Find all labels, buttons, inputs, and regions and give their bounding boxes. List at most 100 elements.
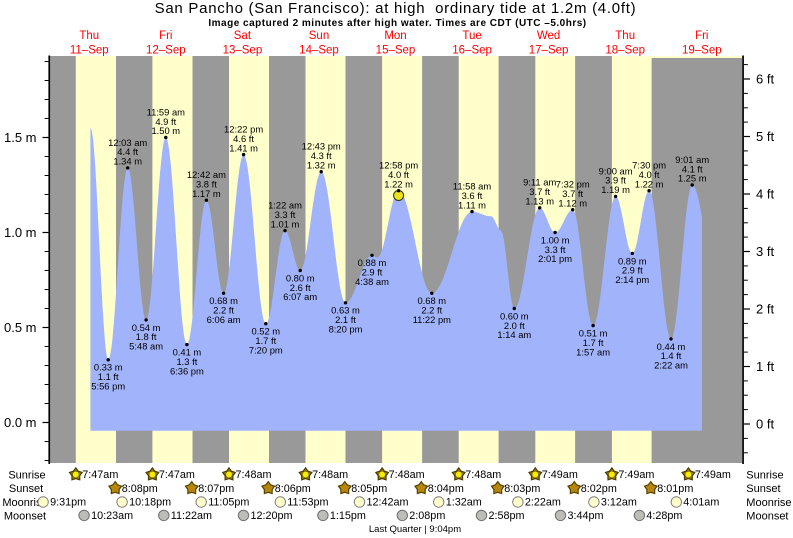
svg-text:18–Sep: 18–Sep xyxy=(605,44,645,56)
svg-text:7:48am: 7:48am xyxy=(389,469,425,481)
svg-text:4.3 ft: 4.3 ft xyxy=(311,150,332,161)
svg-text:0.41 m: 0.41 m xyxy=(173,347,202,358)
svg-text:12:03 am: 12:03 am xyxy=(108,137,147,148)
svg-text:Moonrise: Moonrise xyxy=(2,497,47,509)
svg-text:4.6 ft: 4.6 ft xyxy=(233,133,254,144)
svg-text:0.52 m: 0.52 m xyxy=(251,326,280,337)
svg-text:1.5 m: 1.5 m xyxy=(4,130,37,145)
svg-text:8:05pm: 8:05pm xyxy=(351,483,387,495)
svg-text:Last Quarter | 9:04pm: Last Quarter | 9:04pm xyxy=(369,524,461,535)
svg-text:8:04pm: 8:04pm xyxy=(428,483,464,495)
svg-text:1:14 am: 1:14 am xyxy=(497,329,531,340)
svg-text:5:56 pm: 5:56 pm xyxy=(91,381,125,392)
svg-text:8:06pm: 8:06pm xyxy=(275,483,311,495)
svg-text:2:14 pm: 2:14 pm xyxy=(615,274,649,285)
svg-text:0.68 m: 0.68 m xyxy=(209,295,238,306)
svg-text:5 ft: 5 ft xyxy=(756,129,774,144)
svg-text:1.32 m: 1.32 m xyxy=(307,159,336,170)
svg-text:2:22 am: 2:22 am xyxy=(654,360,688,371)
svg-text:9:31pm: 9:31pm xyxy=(50,497,86,509)
svg-text:3:12am: 3:12am xyxy=(601,497,637,509)
svg-text:13–Sep: 13–Sep xyxy=(223,44,263,56)
svg-text:San Pancho (San Francisco): at: San Pancho (San Francisco): at high ordi… xyxy=(155,0,637,17)
svg-text:11:59 am: 11:59 am xyxy=(147,106,186,117)
svg-text:7:48am: 7:48am xyxy=(236,469,272,481)
svg-text:1.50 m: 1.50 m xyxy=(151,125,180,136)
svg-text:Image captured 2 minutes after: Image captured 2 minutes after high wate… xyxy=(208,18,586,29)
svg-text:10:23am: 10:23am xyxy=(91,510,133,522)
svg-text:7:32 pm: 7:32 pm xyxy=(556,179,590,190)
svg-text:8:07pm: 8:07pm xyxy=(198,483,234,495)
svg-text:15–Sep: 15–Sep xyxy=(376,44,416,56)
svg-text:2:58pm: 2:58pm xyxy=(489,510,525,522)
svg-text:19–Sep: 19–Sep xyxy=(682,44,722,56)
svg-text:6:36 pm: 6:36 pm xyxy=(170,365,204,376)
svg-text:0 ft: 0 ft xyxy=(756,417,774,432)
svg-text:1.34 m: 1.34 m xyxy=(113,156,142,167)
svg-text:1:32am: 1:32am xyxy=(446,497,482,509)
svg-text:12–Sep: 12–Sep xyxy=(146,44,186,56)
svg-text:1.1 ft: 1.1 ft xyxy=(98,371,119,382)
svg-text:0.68 m: 0.68 m xyxy=(417,295,446,306)
svg-text:0.5 m: 0.5 m xyxy=(4,320,37,335)
svg-text:Moonset: Moonset xyxy=(746,510,788,522)
svg-text:Fri: Fri xyxy=(695,30,708,42)
svg-text:1.41 m: 1.41 m xyxy=(229,142,258,153)
svg-text:2:01 pm: 2:01 pm xyxy=(538,253,572,264)
svg-text:2 ft: 2 ft xyxy=(756,302,774,317)
svg-text:8:08pm: 8:08pm xyxy=(122,483,158,495)
svg-text:3.8 ft: 3.8 ft xyxy=(196,179,217,190)
svg-text:3.6 ft: 3.6 ft xyxy=(462,190,483,201)
svg-text:14–Sep: 14–Sep xyxy=(299,44,339,56)
svg-text:Sat: Sat xyxy=(234,30,252,42)
svg-text:Sunset: Sunset xyxy=(9,483,43,495)
svg-text:0.88 m: 0.88 m xyxy=(358,257,387,268)
svg-text:0.44 m: 0.44 m xyxy=(657,341,686,352)
svg-text:Thu: Thu xyxy=(79,30,99,42)
svg-text:2.0 ft: 2.0 ft xyxy=(504,320,525,331)
svg-text:4:38 am: 4:38 am xyxy=(355,276,389,287)
svg-text:12:22 pm: 12:22 pm xyxy=(224,124,263,135)
svg-text:1.13 m: 1.13 m xyxy=(525,196,554,207)
svg-text:3:44pm: 3:44pm xyxy=(568,510,604,522)
svg-text:8:20 pm: 8:20 pm xyxy=(329,324,363,335)
svg-text:17–Sep: 17–Sep xyxy=(529,44,569,56)
svg-text:7:47am: 7:47am xyxy=(82,469,118,481)
svg-text:1.7 ft: 1.7 ft xyxy=(583,337,604,348)
svg-text:0.51 m: 0.51 m xyxy=(579,328,608,339)
svg-text:0.0 m: 0.0 m xyxy=(4,415,37,430)
svg-text:4.0 ft: 4.0 ft xyxy=(639,169,660,180)
svg-text:8:01pm: 8:01pm xyxy=(657,483,693,495)
svg-text:1.22 m: 1.22 m xyxy=(384,178,413,189)
svg-text:Sunset: Sunset xyxy=(746,483,780,495)
svg-text:11:05pm: 11:05pm xyxy=(208,497,249,509)
svg-text:8:03pm: 8:03pm xyxy=(504,483,540,495)
svg-text:2.2 ft: 2.2 ft xyxy=(421,305,442,316)
svg-text:5:48 am: 5:48 am xyxy=(129,341,163,352)
svg-text:3.7 ft: 3.7 ft xyxy=(529,186,550,197)
svg-text:1.12 m: 1.12 m xyxy=(558,197,587,208)
svg-text:11:58 am: 11:58 am xyxy=(453,181,492,192)
svg-text:1:57 am: 1:57 am xyxy=(576,346,610,357)
svg-text:1:22 am: 1:22 am xyxy=(268,200,302,211)
svg-text:3.3 ft: 3.3 ft xyxy=(545,244,566,255)
svg-text:0.60 m: 0.60 m xyxy=(500,310,529,321)
svg-text:0.33 m: 0.33 m xyxy=(94,362,123,373)
svg-text:Moonset: Moonset xyxy=(4,510,46,522)
svg-text:3 ft: 3 ft xyxy=(756,244,774,259)
svg-text:12:42am: 12:42am xyxy=(367,497,409,509)
svg-text:11:22am: 11:22am xyxy=(171,510,212,522)
svg-text:Tue: Tue xyxy=(462,30,481,42)
svg-text:9:11 am: 9:11 am xyxy=(523,177,556,188)
svg-text:11:22 pm: 11:22 pm xyxy=(413,314,452,325)
svg-text:7:48am: 7:48am xyxy=(465,469,501,481)
svg-text:1.3 ft: 1.3 ft xyxy=(176,356,197,367)
svg-text:Sunrise: Sunrise xyxy=(746,470,783,482)
svg-text:Sun: Sun xyxy=(309,30,329,42)
svg-text:2.9 ft: 2.9 ft xyxy=(362,267,383,278)
svg-text:7:49am: 7:49am xyxy=(695,469,731,481)
svg-text:4.0 ft: 4.0 ft xyxy=(388,169,409,180)
svg-text:9:01 am: 9:01 am xyxy=(675,154,709,165)
svg-text:6:07 am: 6:07 am xyxy=(283,291,317,302)
svg-text:2.9 ft: 2.9 ft xyxy=(622,265,643,276)
